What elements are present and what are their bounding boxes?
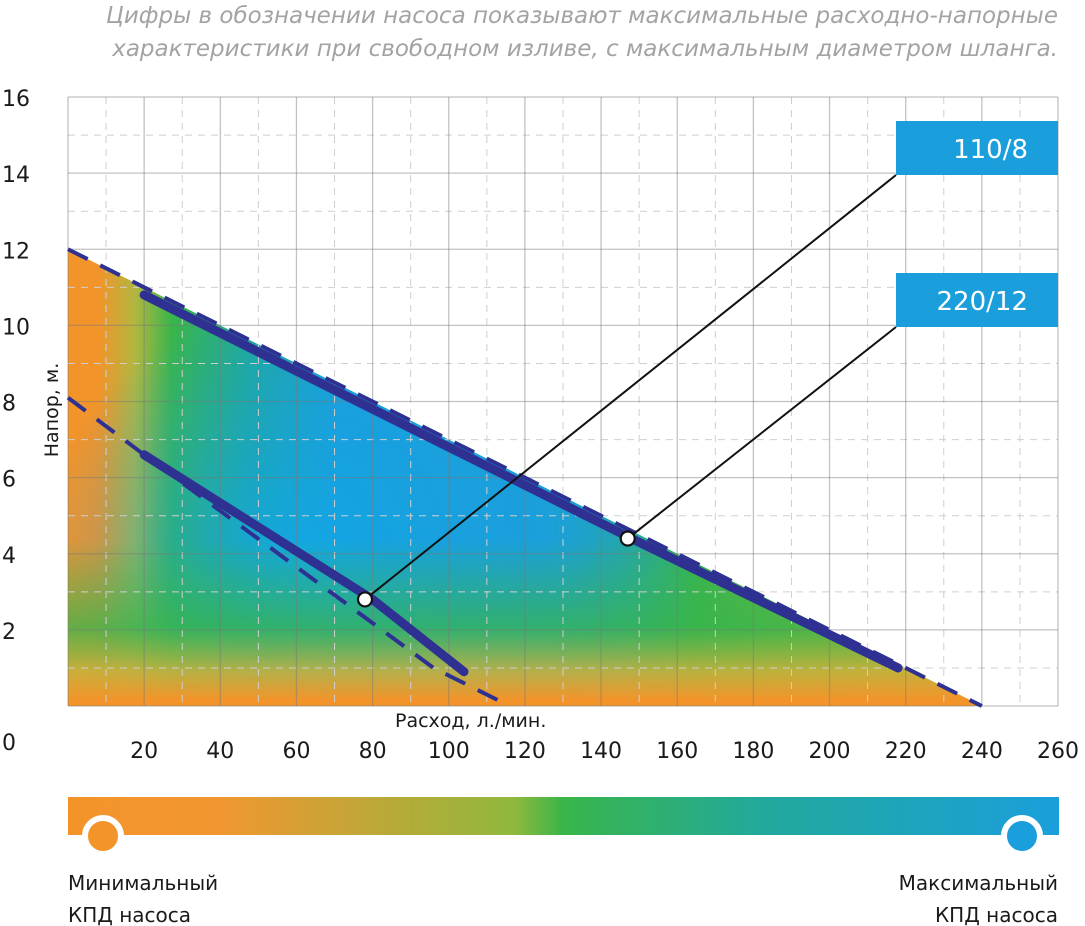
min-efficiency-label-line1: Минимальный [68, 871, 218, 895]
x-tick-label: 140 [580, 739, 622, 764]
y-tick-label: 16 [2, 87, 30, 112]
x-axis-ticks: 20 40 60 80 100 120 140 160 180 200 220 240 260 [130, 739, 1079, 764]
y-tick-label: 12 [2, 239, 30, 264]
callout-lines [364, 174, 897, 601]
x-tick-label: 120 [504, 739, 546, 764]
callout-box [896, 121, 1058, 175]
y-tick-label: 0 [2, 731, 16, 756]
series-marker-point [356, 591, 374, 608]
efficiency-scale-bar [68, 797, 1059, 835]
x-tick-label: 60 [282, 739, 310, 764]
grid-minor [68, 97, 1058, 706]
x-tick-label: 40 [206, 739, 234, 764]
series-1-dashed-line [66, 396, 511, 708]
x-tick-label: 80 [359, 739, 387, 764]
x-tick-label: 260 [1037, 739, 1079, 764]
series-2-dashed-line [67, 247, 983, 708]
callout-label: 220/12 [937, 287, 1028, 317]
x-tick-label: 240 [961, 739, 1003, 764]
max-efficiency-label-line2: КПД насоса [935, 903, 1058, 926]
callout-box [896, 273, 1058, 327]
efficiency-scale: Минимальный КПД насоса Максимальный КПД … [68, 797, 1059, 926]
max-efficiency-label-line1: Максимальный [899, 871, 1058, 895]
note-text: Цифры в обозначении насоса показывают ма… [0, 0, 1058, 66]
series-callouts: 110/8 220/12 [896, 121, 1058, 327]
x-tick-label: 100 [428, 739, 470, 764]
callout-leader-line [364, 174, 897, 601]
x-axis-label: Расход, л./мин. [395, 710, 546, 732]
max-efficiency-marker [1001, 815, 1043, 857]
min-efficiency-marker [82, 815, 124, 857]
note-line-2: характеристики при свободном изливе, с м… [112, 36, 1058, 62]
y-tick-label: 2 [2, 620, 16, 645]
callout-label: 110/8 [953, 135, 1028, 165]
y-tick-label: 10 [2, 315, 30, 340]
grid-major [67, 96, 1059, 707]
y-tick-label: 6 [2, 468, 16, 493]
series-markers [356, 530, 636, 608]
x-tick-label: 160 [656, 739, 698, 764]
note-line-1: Цифры в обозначении насоса показывают ма… [106, 3, 1058, 29]
y-axis-label: Напор, м. [41, 363, 63, 458]
min-efficiency-label-line2: КПД насоса [68, 903, 191, 926]
y-tick-label: 4 [2, 544, 16, 569]
x-tick-label: 220 [885, 739, 927, 764]
callout-leader-line [627, 326, 897, 540]
x-tick-label: 180 [732, 739, 774, 764]
y-tick-label: 14 [2, 163, 30, 188]
series-marker-point [619, 530, 636, 547]
y-axis-ticks: 0 2 4 6 8 10 12 14 16 [2, 87, 30, 756]
y-tick-label: 8 [2, 392, 16, 417]
x-tick-label: 200 [809, 739, 851, 764]
x-tick-label: 20 [130, 739, 158, 764]
